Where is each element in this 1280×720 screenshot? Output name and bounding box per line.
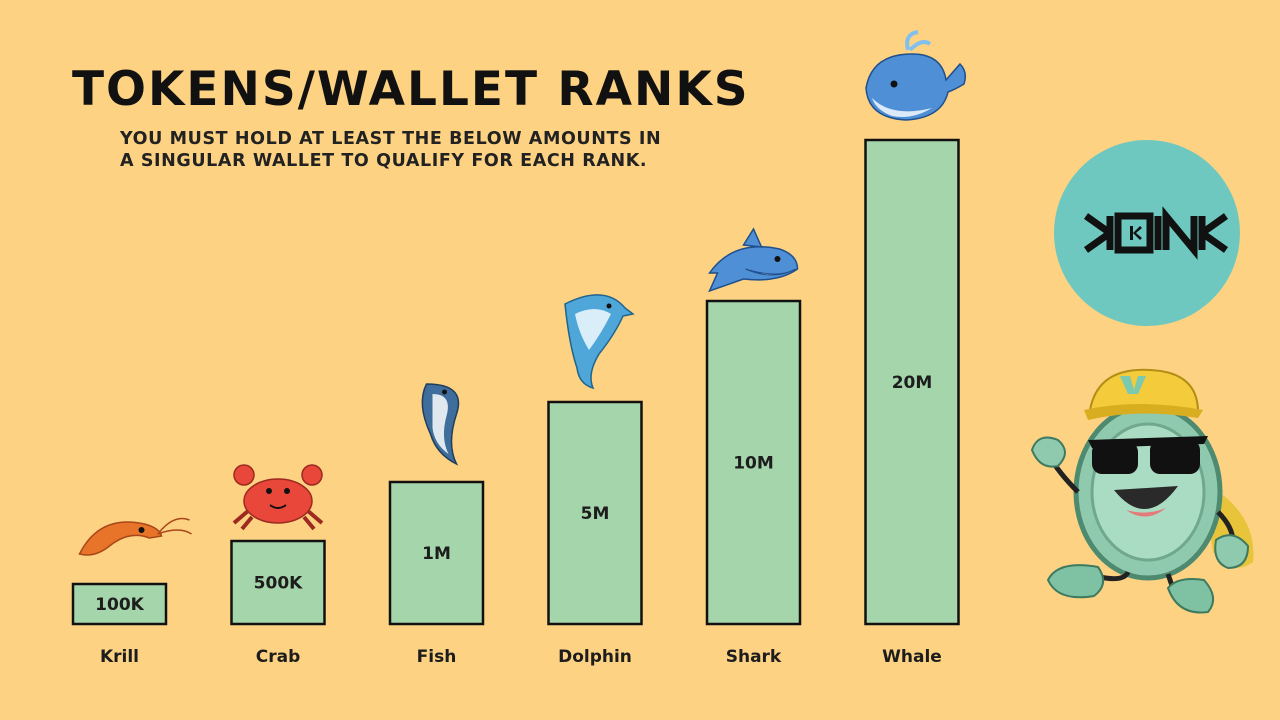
bar-value-label: 10M — [733, 454, 774, 474]
bar-krill — [71, 582, 168, 626]
koin-logo-mark-icon — [1083, 206, 1229, 260]
bar-value-label: 5M — [581, 504, 610, 524]
koin-logo — [1054, 140, 1240, 326]
category-label: Fish — [417, 647, 457, 667]
category-label: Crab — [256, 647, 301, 667]
page-subtitle: YOU MUST HOLD AT LEAST THE BELOW AMOUNTS… — [120, 129, 662, 171]
category-label: Whale — [882, 647, 942, 667]
bar-value-label: 100K — [95, 595, 144, 615]
shrimp-icon — [78, 517, 192, 556]
koin-coin-mascot-icon — [1030, 368, 1254, 614]
category-label: Dolphin — [558, 647, 632, 667]
whale-icon — [865, 30, 967, 121]
page-title: TOKENS/WALLET RANKS — [72, 62, 750, 117]
category-label: Shark — [726, 647, 782, 667]
bar-value-label: 1M — [422, 544, 451, 564]
dolphin-icon — [564, 294, 635, 390]
bar-whale — [864, 138, 960, 626]
bar-shark — [705, 299, 802, 626]
crab-icon — [232, 464, 324, 531]
bar-crab — [230, 539, 326, 626]
bar-value-label: 500K — [254, 574, 303, 594]
bar-value-label: 20M — [892, 373, 933, 393]
fish-icon — [421, 383, 460, 466]
shark-icon — [708, 227, 799, 293]
bar-fish — [388, 480, 485, 626]
bar-dolphin — [547, 400, 643, 626]
category-label: Krill — [100, 647, 139, 667]
